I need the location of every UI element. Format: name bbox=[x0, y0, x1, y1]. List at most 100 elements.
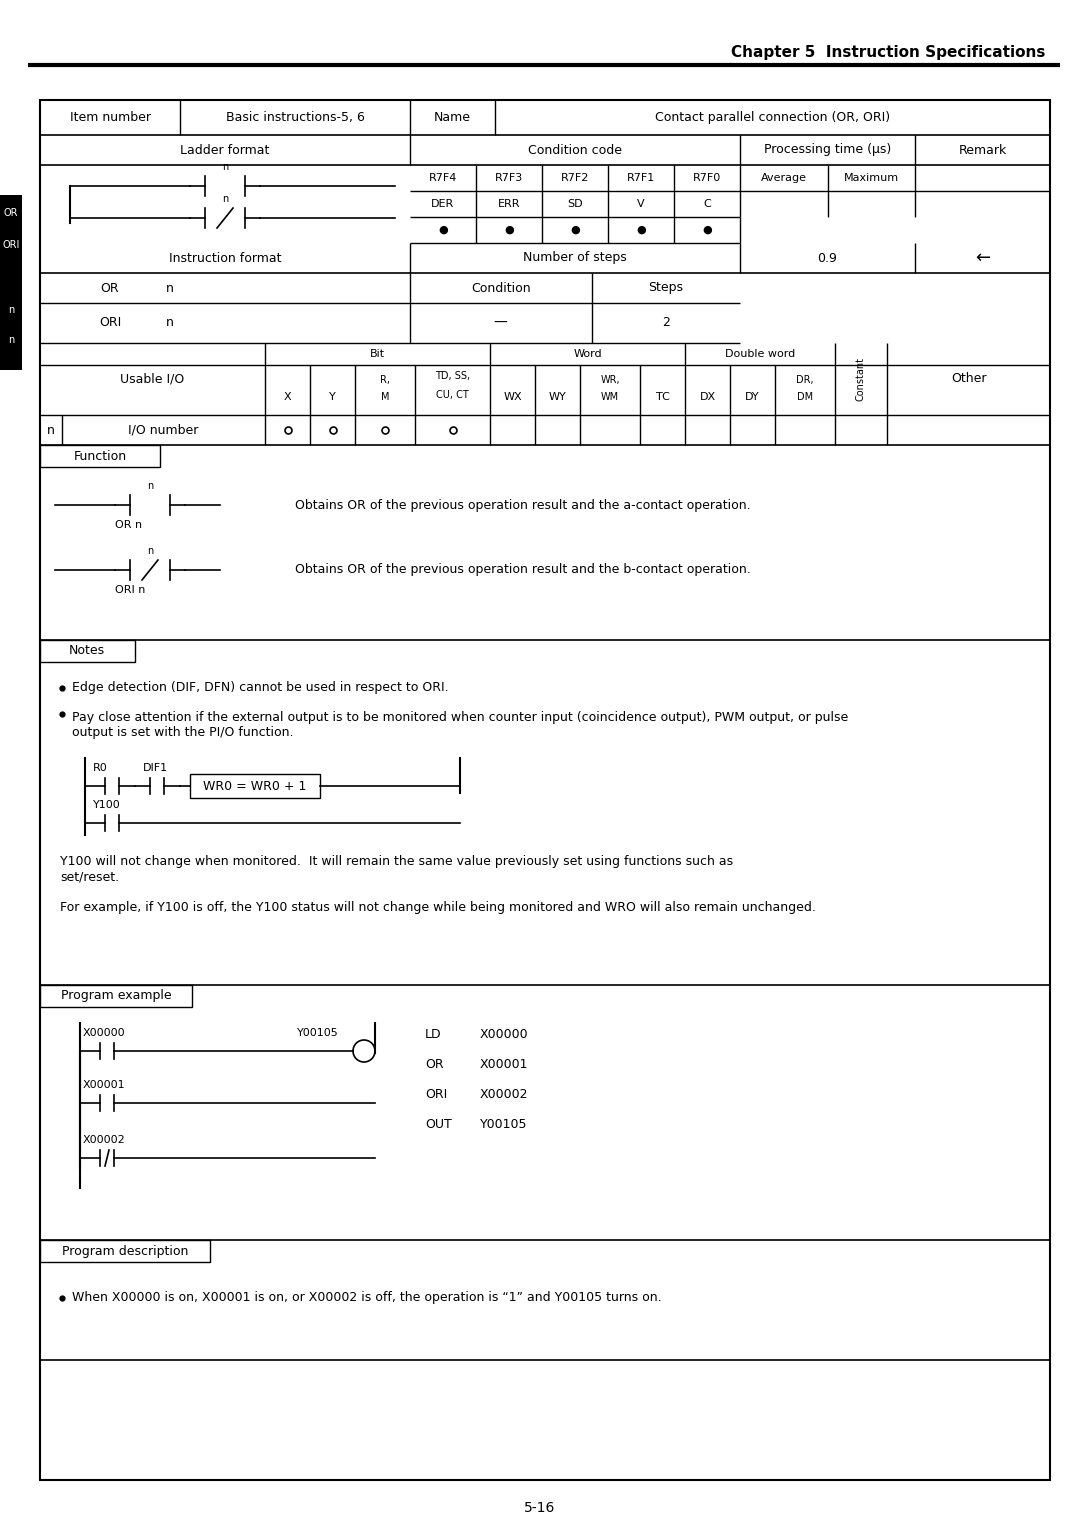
Text: V: V bbox=[637, 199, 645, 209]
Text: TC: TC bbox=[656, 393, 670, 402]
Text: ORI: ORI bbox=[2, 240, 19, 251]
Bar bbox=[0, 196, 22, 370]
Text: Notes: Notes bbox=[69, 645, 105, 657]
Text: Pay close attention if the external output is to be monitored when counter input: Pay close attention if the external outp… bbox=[72, 711, 848, 740]
Text: DY: DY bbox=[745, 393, 760, 402]
Text: ●: ● bbox=[504, 225, 514, 235]
Text: X00001: X00001 bbox=[480, 1059, 528, 1071]
Text: Steps: Steps bbox=[648, 281, 684, 295]
Text: n: n bbox=[166, 281, 174, 295]
Text: X00002: X00002 bbox=[83, 1135, 125, 1144]
Text: n: n bbox=[8, 335, 14, 345]
Text: Program description: Program description bbox=[62, 1244, 188, 1258]
Text: X00002: X00002 bbox=[480, 1088, 528, 1102]
Text: Average: Average bbox=[760, 173, 807, 183]
Text: ●: ● bbox=[570, 225, 580, 235]
Text: n: n bbox=[166, 316, 174, 330]
Text: ←: ← bbox=[975, 249, 990, 267]
Text: Bit: Bit bbox=[370, 348, 386, 359]
Text: OR: OR bbox=[3, 208, 18, 219]
Text: Function: Function bbox=[73, 449, 126, 463]
Text: Maximum: Maximum bbox=[843, 173, 899, 183]
Bar bbox=[40, 445, 160, 468]
Text: n: n bbox=[8, 306, 14, 315]
Text: Other: Other bbox=[950, 373, 986, 385]
Text: Item number: Item number bbox=[69, 112, 150, 124]
Text: Double word: Double word bbox=[725, 348, 795, 359]
Text: WX: WX bbox=[503, 393, 522, 402]
Text: When X00000 is on, X00001 is on, or X00002 is off, the operation is “1” and Y001: When X00000 is on, X00001 is on, or X000… bbox=[72, 1291, 662, 1305]
Text: n: n bbox=[221, 162, 228, 173]
Text: OUT: OUT bbox=[426, 1118, 451, 1132]
Text: LD: LD bbox=[426, 1028, 442, 1042]
Text: R7F0: R7F0 bbox=[693, 173, 721, 183]
Text: For example, if Y100 is off, the Y100 status will not change while being monitor: For example, if Y100 is off, the Y100 st… bbox=[60, 902, 815, 914]
Text: Number of steps: Number of steps bbox=[523, 252, 626, 264]
Text: n: n bbox=[147, 545, 153, 556]
Text: Name: Name bbox=[434, 112, 471, 124]
Text: Instruction format: Instruction format bbox=[168, 252, 281, 264]
Text: Word: Word bbox=[573, 348, 602, 359]
Text: n: n bbox=[48, 423, 55, 437]
Text: ●: ● bbox=[636, 225, 646, 235]
Text: Chapter 5  Instruction Specifications: Chapter 5 Instruction Specifications bbox=[731, 44, 1045, 60]
Text: ●: ● bbox=[438, 225, 448, 235]
Text: R7F1: R7F1 bbox=[626, 173, 656, 183]
Text: —: — bbox=[494, 316, 508, 330]
Text: X00001: X00001 bbox=[83, 1080, 125, 1089]
Text: ORI: ORI bbox=[99, 316, 121, 330]
Text: DX: DX bbox=[700, 393, 716, 402]
Bar bbox=[190, 775, 320, 798]
Text: Y100: Y100 bbox=[93, 801, 121, 810]
Text: Ladder format: Ladder format bbox=[180, 144, 270, 156]
Text: DIF1: DIF1 bbox=[143, 762, 168, 773]
Text: X00000: X00000 bbox=[83, 1028, 125, 1038]
Text: DR,: DR, bbox=[796, 374, 814, 385]
Text: Basic instructions-5, 6: Basic instructions-5, 6 bbox=[226, 112, 364, 124]
Text: OR n: OR n bbox=[114, 520, 143, 530]
Text: Y100 will not change when monitored.  It will remain the same value previously s: Y100 will not change when monitored. It … bbox=[60, 856, 733, 883]
Text: R7F4: R7F4 bbox=[429, 173, 457, 183]
Text: ●: ● bbox=[702, 225, 712, 235]
Text: C: C bbox=[703, 199, 711, 209]
Text: n: n bbox=[221, 194, 228, 205]
Text: Program example: Program example bbox=[60, 990, 172, 1002]
Text: Edge detection (DIF, DFN) cannot be used in respect to ORI.: Edge detection (DIF, DFN) cannot be used… bbox=[72, 681, 448, 695]
Text: ERR: ERR bbox=[498, 199, 521, 209]
Text: WR,: WR, bbox=[600, 374, 620, 385]
Text: Condition: Condition bbox=[471, 281, 530, 295]
Text: n: n bbox=[147, 481, 153, 490]
Text: 2: 2 bbox=[662, 316, 670, 330]
Text: R0: R0 bbox=[93, 762, 108, 773]
Text: Condition code: Condition code bbox=[528, 144, 622, 156]
Text: Contact parallel connection (OR, ORI): Contact parallel connection (OR, ORI) bbox=[654, 112, 890, 124]
Text: 0.9: 0.9 bbox=[818, 252, 837, 264]
Text: SD: SD bbox=[567, 199, 583, 209]
Text: TD, SS,: TD, SS, bbox=[435, 371, 470, 380]
Text: Usable I/O: Usable I/O bbox=[120, 373, 185, 385]
Text: M: M bbox=[381, 393, 389, 402]
Text: R,: R, bbox=[380, 374, 390, 385]
Text: X: X bbox=[284, 393, 292, 402]
Text: CU, CT: CU, CT bbox=[436, 390, 469, 400]
Text: Processing time (μs): Processing time (μs) bbox=[764, 144, 891, 156]
Text: ORI: ORI bbox=[426, 1088, 447, 1102]
Text: Y00105: Y00105 bbox=[480, 1118, 527, 1132]
Text: Remark: Remark bbox=[958, 144, 1007, 156]
Text: Y00105: Y00105 bbox=[297, 1028, 339, 1038]
Text: Obtains OR of the previous operation result and the b-contact operation.: Obtains OR of the previous operation res… bbox=[295, 564, 751, 576]
Bar bbox=[40, 986, 192, 1007]
Bar bbox=[40, 1241, 210, 1262]
Text: Obtains OR of the previous operation result and the a-contact operation.: Obtains OR of the previous operation res… bbox=[295, 498, 751, 512]
Text: X00000: X00000 bbox=[480, 1028, 528, 1042]
Text: DM: DM bbox=[797, 393, 813, 402]
Text: R7F2: R7F2 bbox=[561, 173, 590, 183]
Text: WR0 = WR0 + 1: WR0 = WR0 + 1 bbox=[203, 779, 307, 793]
Text: Y: Y bbox=[329, 393, 336, 402]
Text: Constant: Constant bbox=[856, 358, 866, 400]
Text: WM: WM bbox=[600, 393, 619, 402]
Text: 5-16: 5-16 bbox=[524, 1500, 556, 1514]
Text: OR: OR bbox=[100, 281, 119, 295]
Text: DER: DER bbox=[431, 199, 455, 209]
Text: I/O number: I/O number bbox=[129, 423, 199, 437]
